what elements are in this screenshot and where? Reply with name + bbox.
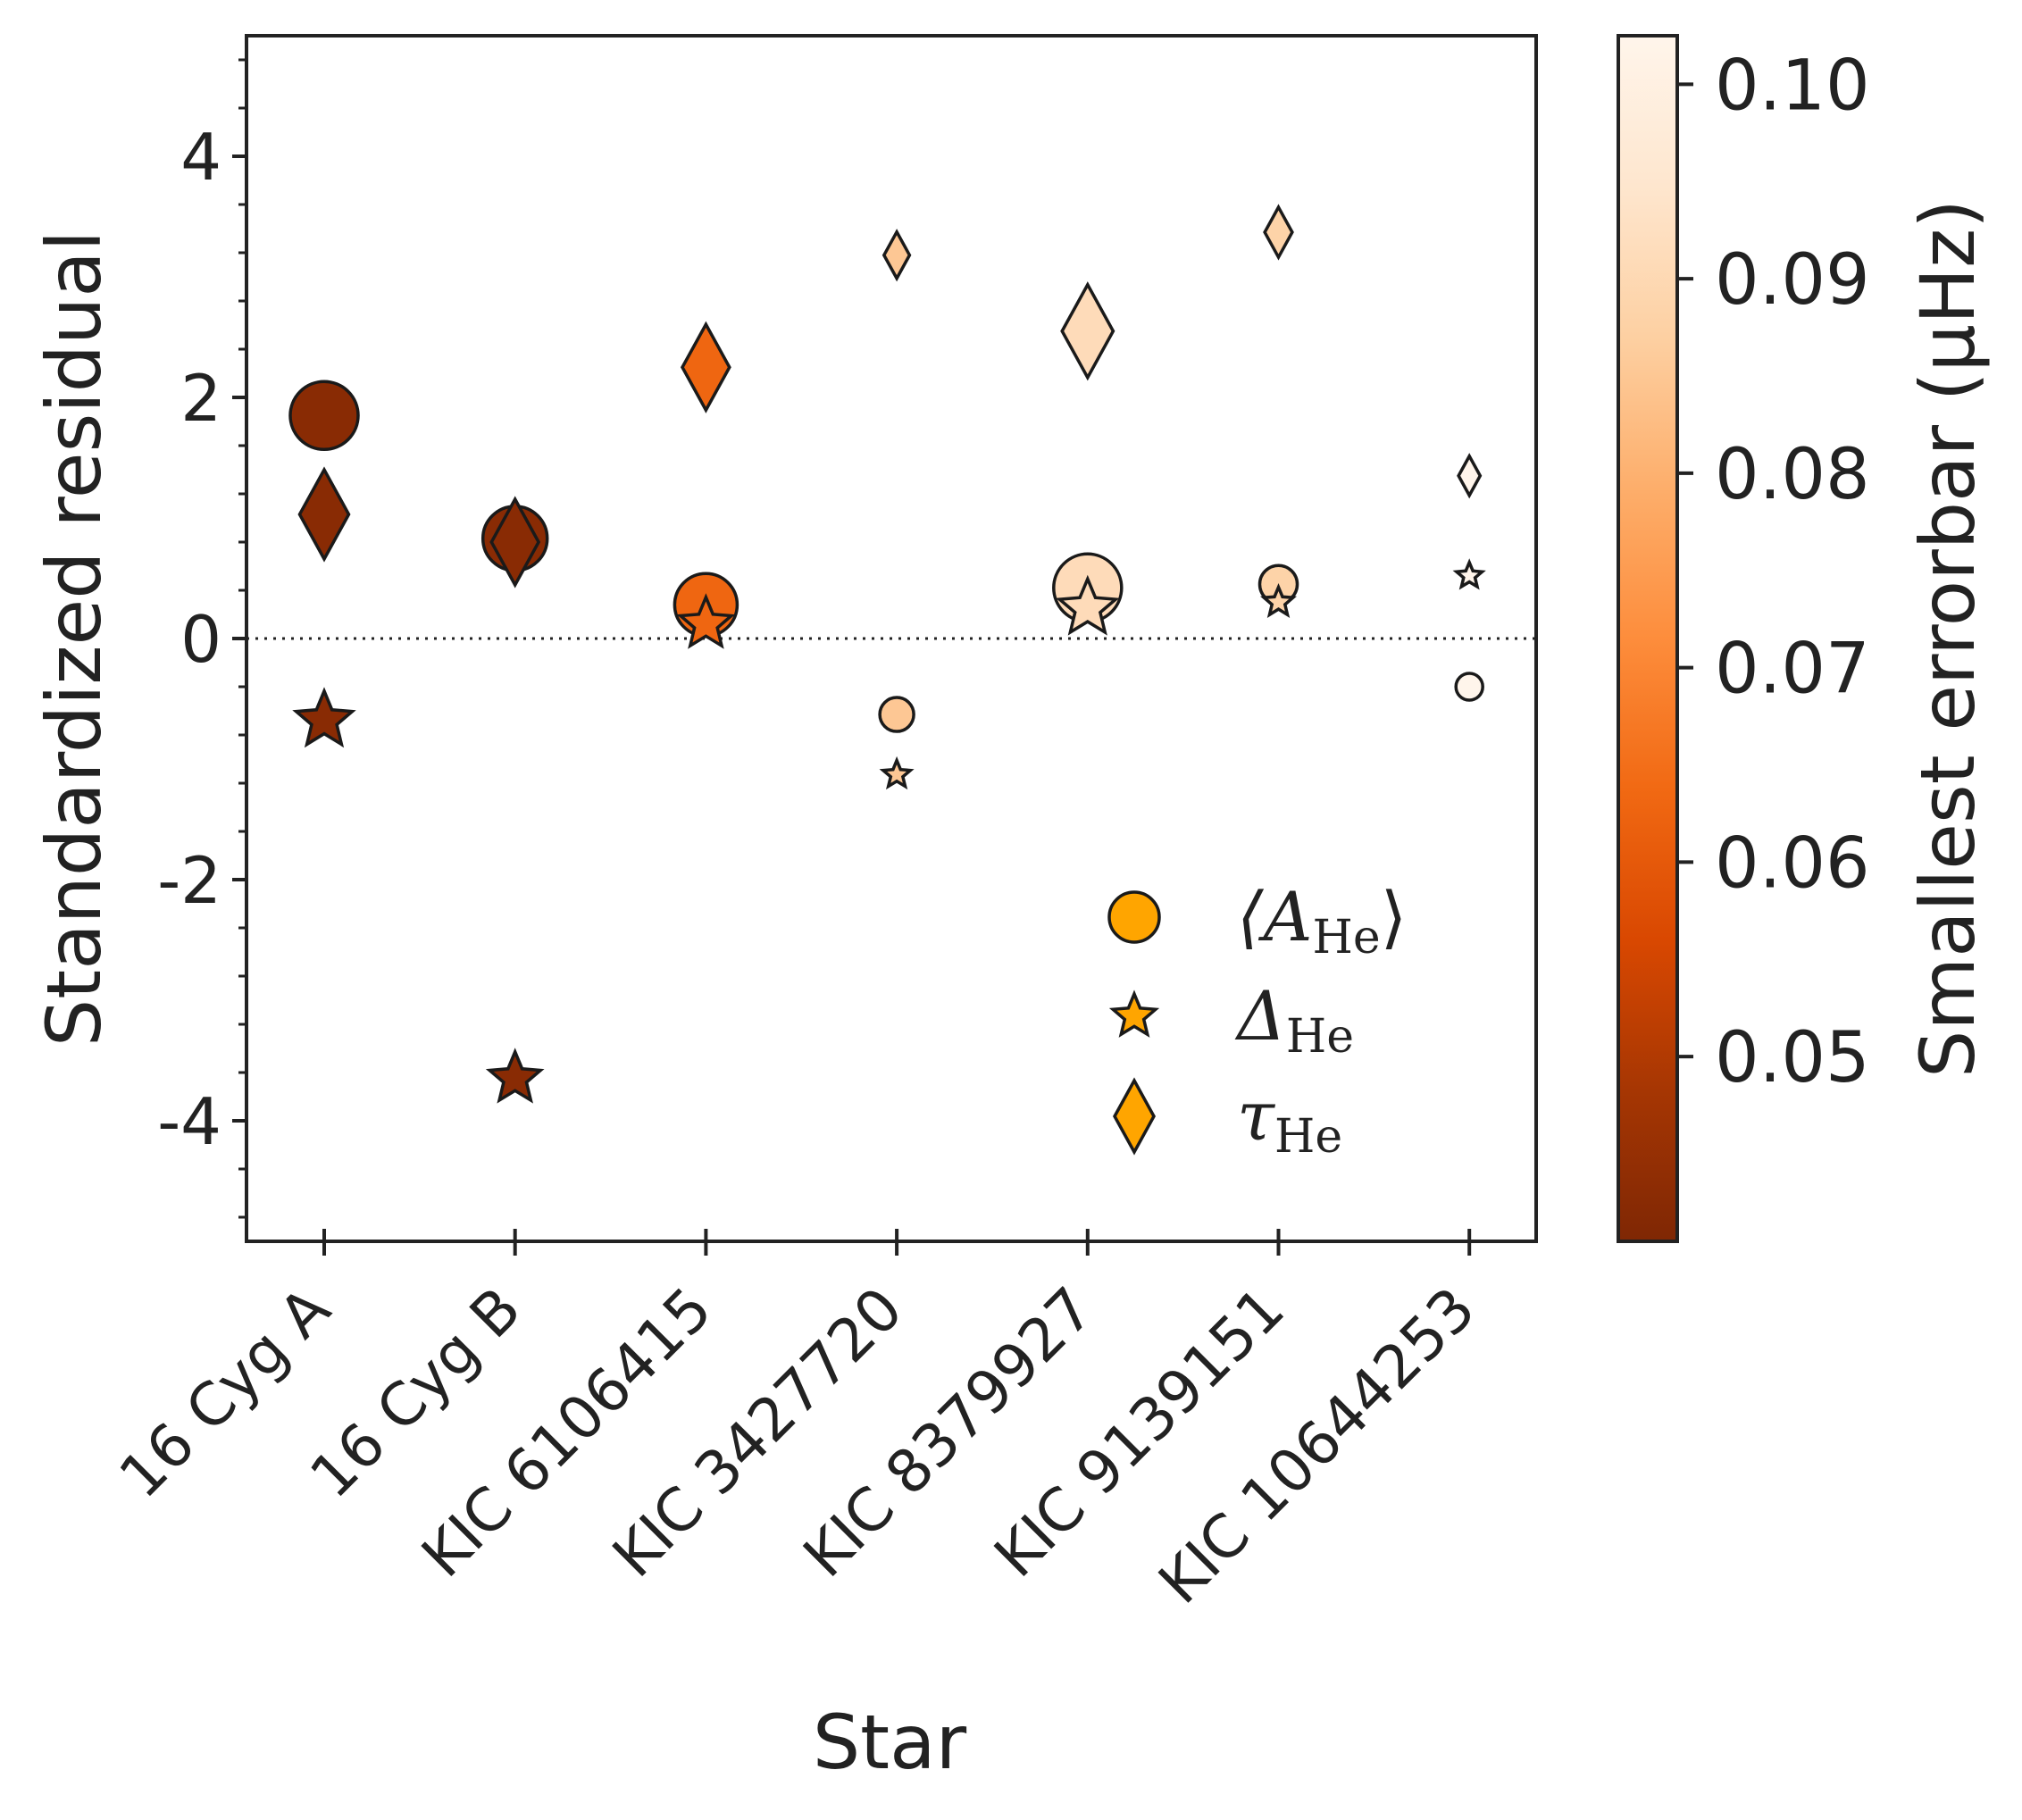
legend: ⟨AHe⟩ ΔHe τHe (1107, 877, 1407, 1164)
y-tick-label: -4 (157, 1084, 221, 1159)
marker-tau-he-1 (297, 466, 351, 563)
colorbar-tick-labels: 0.05 0.06 0.07 0.08 0.09 0.10 (1715, 46, 1870, 1098)
legend-marker-delta (1108, 989, 1160, 1038)
y-axis-tick-labels: 4 2 0 -2 -4 (157, 120, 221, 1159)
y-tick-label: -2 (157, 843, 221, 918)
marker-tau-he-4 (881, 229, 912, 282)
marker-tau-he-3 (681, 321, 731, 413)
y-axis-title: Standardized residual (30, 230, 118, 1047)
y-axis-ticks (232, 58, 246, 1219)
y-tick-label: 0 (180, 602, 221, 677)
legend-label-delta: ΔHe (1234, 976, 1354, 1064)
marker-delta-he-5 (1056, 574, 1120, 636)
y-tick-label: 2 (180, 361, 221, 436)
marker-tau-he-5 (1060, 281, 1115, 381)
legend-marker-tau (1113, 1077, 1156, 1156)
colorbar-tick-label: 0.07 (1715, 630, 1870, 710)
legend-label-A: ⟨AHe⟩ (1237, 877, 1407, 964)
y-tick-label: 4 (180, 120, 221, 195)
legend-marker-A (1107, 890, 1161, 944)
x-axis-title: Star (813, 1699, 967, 1786)
marker-a-he-1 (288, 380, 360, 451)
marker-tau-he-2 (489, 496, 541, 589)
colorbar (1617, 34, 1679, 1243)
legend-label-tau: τHe (1237, 1076, 1342, 1164)
marker-delta-he-4 (879, 756, 915, 790)
marker-a-he-7 (1454, 672, 1484, 702)
marker-delta-he-7 (1452, 558, 1486, 590)
marker-delta-he-6 (1259, 582, 1298, 619)
x-tick-label: 16 Cyg A (106, 1274, 343, 1511)
colorbar-tick-label: 0.10 (1715, 46, 1870, 126)
scatter-markers (288, 204, 1486, 1104)
x-axis-ticks (322, 1229, 1472, 1256)
colorbar-title: Smallest errorbar (μHz) (1904, 199, 1992, 1078)
marker-tau-he-6 (1263, 204, 1294, 261)
marker-a-he-4 (878, 696, 915, 733)
colorbar-ticks (1677, 82, 1693, 1059)
marker-delta-he-3 (676, 593, 736, 649)
colorbar-tick-label: 0.06 (1715, 823, 1870, 904)
colorbar-tick-label: 0.09 (1715, 240, 1870, 321)
marker-tau-he-7 (1457, 453, 1483, 499)
colorbar-tick-label: 0.08 (1715, 435, 1870, 515)
marker-delta-he-2 (485, 1048, 545, 1104)
colorbar-tick-label: 0.05 (1715, 1018, 1870, 1098)
marker-delta-he-1 (292, 687, 356, 748)
